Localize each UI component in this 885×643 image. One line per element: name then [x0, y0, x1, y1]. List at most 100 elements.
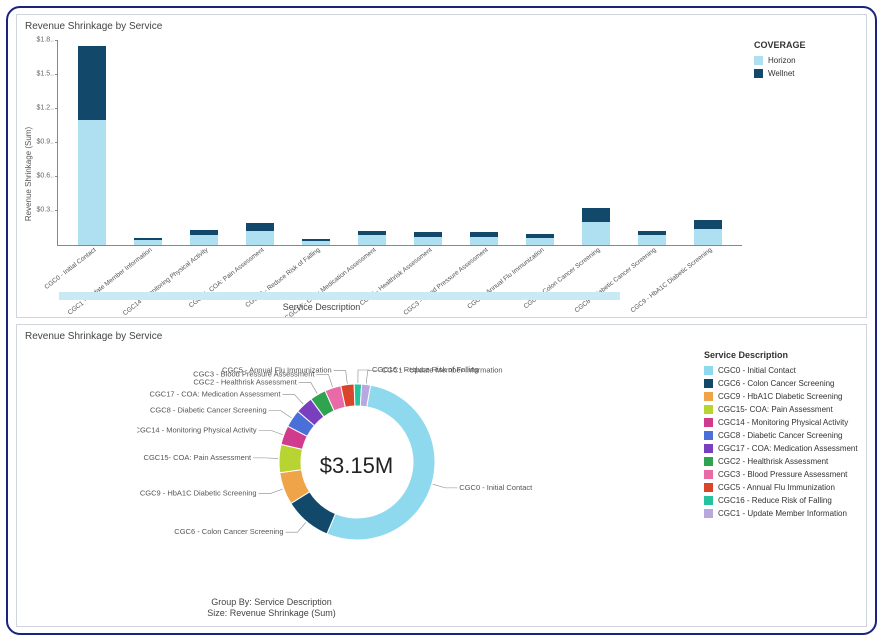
legend-label: CGC8 - Diabetic Cancer Screening — [718, 431, 843, 440]
bar-chart-plot[interactable]: Revenue Shrinkage (Sum) CGC0 - Initial C… — [17, 34, 746, 314]
bar-column[interactable]: CGC15- COA: Pain Assessment — [232, 40, 288, 245]
bar-segment-horizon — [190, 235, 218, 244]
legend-swatch — [704, 431, 713, 440]
legend-label: CGC16 - Reduce Risk of Falling — [718, 496, 832, 505]
legend-item[interactable]: CGC17 - COA: Medication Assessment — [704, 444, 858, 453]
ytick: $0.6.. — [24, 173, 54, 180]
bar-column[interactable]: CGC8 - Diabetic Cancer Screening — [624, 40, 680, 245]
bar-segment-wellnet — [582, 208, 610, 222]
legend-item[interactable]: CGC0 - Initial Contact — [704, 366, 858, 375]
donut-slice-label: CGC0 - Initial Contact — [459, 483, 533, 492]
bar-segment-horizon — [694, 229, 722, 245]
bar-column[interactable]: CGC17 - COA: Medication Assessment — [344, 40, 400, 245]
bar-column[interactable]: CGC2 - Healthrisk Assessment — [400, 40, 456, 245]
dashboard: Revenue Shrinkage by Service Revenue Shr… — [6, 6, 877, 635]
bar-segment-horizon — [638, 235, 666, 244]
legend-label: CGC1 - Update Member Information — [718, 509, 847, 518]
bar-segment-horizon — [526, 238, 554, 245]
bar-column[interactable]: CGC0 - Initial Contact — [64, 40, 120, 245]
donut-slice-label: CGC14 - Monitoring Physical Activity — [137, 426, 257, 435]
ytick: $1.5.. — [24, 71, 54, 78]
bar-column[interactable]: CGC9 - HbA1C Diabetic Screening — [680, 40, 736, 245]
ytick: $1.2.. — [24, 105, 54, 112]
donut-slice-label: CGC9 - HbA1C Diabetic Screening — [139, 489, 256, 498]
legend-swatch — [704, 470, 713, 479]
legend-label: CGC9 - HbA1C Diabetic Screening — [718, 392, 843, 401]
legend-item[interactable]: CGC5 - Annual Flu Immunization — [704, 483, 858, 492]
donut-legend: Service Description CGC0 - Initial Conta… — [696, 344, 866, 624]
bar-column[interactable]: CGC1 - Update Member Information — [120, 40, 176, 245]
donut-footer: Group By: Service Description Size: Reve… — [17, 597, 526, 620]
donut-chart-panel: Revenue Shrinkage by Service CGC0 - Init… — [16, 324, 867, 628]
ytick: $1.8.. — [24, 37, 54, 44]
ytick: $0.9.. — [24, 139, 54, 146]
legend-label: Horizon — [768, 56, 796, 65]
legend-swatch — [704, 379, 713, 388]
legend-item[interactable]: CGC16 - Reduce Risk of Falling — [704, 496, 858, 505]
bar-segment-horizon — [582, 222, 610, 245]
donut-slice-label: CGC6 - Colon Cancer Screening — [174, 528, 283, 537]
donut-slice-label: CGC15- COA: Pain Assessment — [143, 453, 251, 462]
bar-segment-horizon — [302, 241, 330, 244]
bar-scrollbar[interactable] — [59, 292, 620, 300]
legend-item[interactable]: CGC6 - Colon Cancer Screening — [704, 379, 858, 388]
legend-item[interactable]: Wellnet — [754, 69, 858, 78]
bar-segment-wellnet — [694, 220, 722, 229]
donut-legend-title: Service Description — [704, 350, 858, 360]
legend-swatch — [704, 496, 713, 505]
donut-chart-title: Revenue Shrinkage by Service — [17, 325, 866, 344]
legend-label: CGC3 - Blood Pressure Assessment — [718, 470, 847, 479]
legend-swatch — [704, 418, 713, 427]
bar-column[interactable]: CGC5 - Annual Flu Immunization — [512, 40, 568, 245]
bar-segment-horizon — [78, 120, 106, 245]
bar-column[interactable]: CGC3 - Blood Pressure Assessment — [456, 40, 512, 245]
legend-item[interactable]: CGC3 - Blood Pressure Assessment — [704, 470, 858, 479]
bar-segment-horizon — [470, 237, 498, 245]
legend-item[interactable]: CGC14 - Monitoring Physical Activity — [704, 418, 858, 427]
ytick: $0.3.. — [24, 207, 54, 214]
bar-chart-title: Revenue Shrinkage by Service — [17, 15, 866, 34]
bar-column[interactable]: CGC6 - Colon Cancer Screening — [568, 40, 624, 245]
bar-segment-wellnet — [78, 46, 106, 120]
bar-segment-horizon — [246, 231, 274, 245]
bar-segment-horizon — [414, 237, 442, 245]
legend-swatch — [704, 444, 713, 453]
bar-column[interactable]: CGC16 - Reduce Risk of Falling — [288, 40, 344, 245]
legend-swatch — [754, 69, 763, 78]
legend-swatch — [704, 405, 713, 414]
bar-segment-wellnet — [246, 223, 274, 231]
donut-slice-label: CGC5 - Annual Flu Immunization — [222, 366, 332, 375]
donut-slice-label: CGC1 - Update Member Information — [381, 366, 502, 375]
legend-swatch — [704, 392, 713, 401]
donut-slice-label: CGC2 - Healthrisk Assessment — [193, 378, 297, 387]
legend-label: CGC0 - Initial Contact — [718, 366, 796, 375]
legend-swatch — [704, 366, 713, 375]
donut-slice-label: CGC17 - COA: Medication Assessment — [149, 390, 281, 399]
bar-column[interactable]: CGC14 - Monitoring Physical Activity — [176, 40, 232, 245]
legend-item[interactable]: CGC2 - Healthrisk Assessment — [704, 457, 858, 466]
legend-item[interactable]: CGC1 - Update Member Information — [704, 509, 858, 518]
bar-xlabel: Service Description — [17, 302, 626, 312]
donut-slice-label: CGC8 - Diabetic Cancer Screening — [149, 406, 266, 415]
legend-swatch — [704, 457, 713, 466]
legend-label: CGC17 - COA: Medication Assessment — [718, 444, 858, 453]
donut-chart-plot[interactable]: CGC0 - Initial Contact CGC6 - Colon Cance… — [17, 344, 696, 624]
legend-item[interactable]: Horizon — [754, 56, 858, 65]
bar-segment-horizon — [358, 235, 386, 244]
legend-item[interactable]: CGC9 - HbA1C Diabetic Screening — [704, 392, 858, 401]
legend-label: CGC5 - Annual Flu Immunization — [718, 483, 835, 492]
legend-swatch — [704, 483, 713, 492]
donut-center-value: $3.15M — [320, 453, 393, 479]
legend-item[interactable]: CGC8 - Diabetic Cancer Screening — [704, 431, 858, 440]
legend-swatch — [704, 509, 713, 518]
bar-legend: COVERAGE HorizonWellnet — [746, 34, 866, 314]
bar-chart-panel: Revenue Shrinkage by Service Revenue Shr… — [16, 14, 867, 318]
legend-label: CGC14 - Monitoring Physical Activity — [718, 418, 848, 427]
legend-swatch — [754, 56, 763, 65]
legend-label: CGC6 - Colon Cancer Screening — [718, 379, 835, 388]
bar-segment-horizon — [134, 240, 162, 245]
legend-label: Wellnet — [768, 69, 795, 78]
legend-item[interactable]: CGC15- COA: Pain Assessment — [704, 405, 858, 414]
legend-label: CGC15- COA: Pain Assessment — [718, 405, 833, 414]
bar-xtick-label: CGC0 - Initial Contact — [43, 246, 97, 290]
